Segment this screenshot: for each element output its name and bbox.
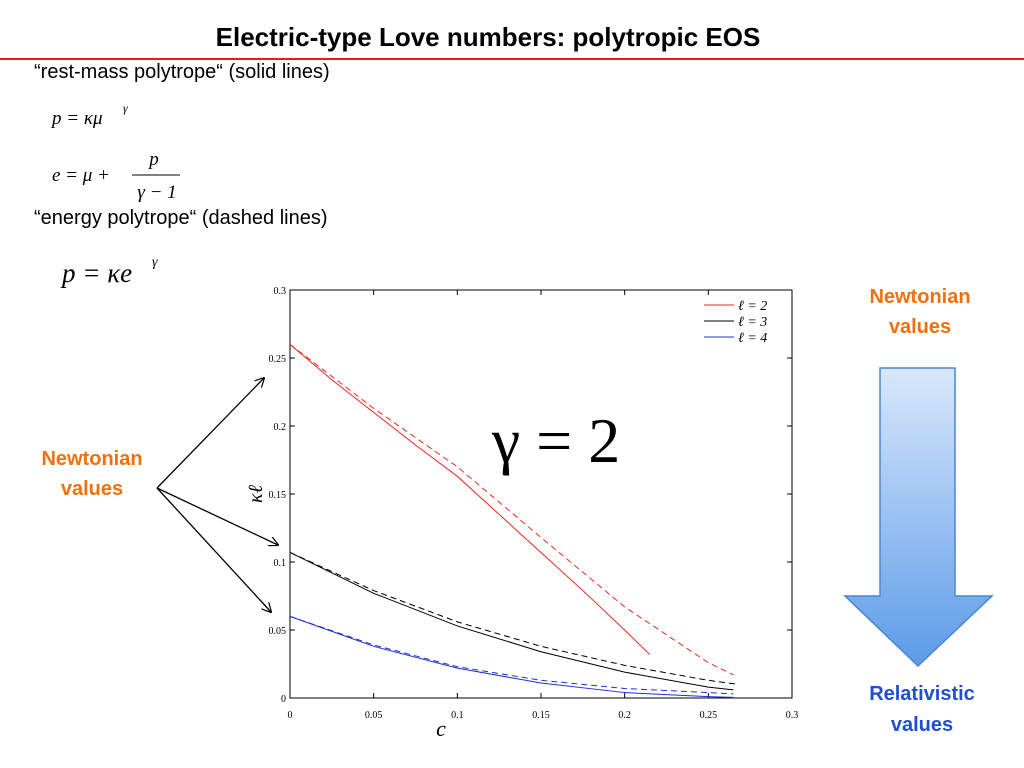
note: values: [891, 714, 953, 736]
formula-numerator: p: [147, 149, 159, 170]
y-tick-label: 0.15: [269, 490, 287, 501]
x-tick-label: 0: [288, 710, 293, 721]
data-line: [289, 344, 734, 676]
down-arrow: [843, 367, 994, 668]
rest-mass-label: “rest-mass polytrope“ (solid lines): [34, 61, 330, 83]
legend-label: ℓ = 3: [738, 315, 767, 330]
x-tick-label: 0.25: [700, 710, 718, 721]
legend-label: ℓ = 4: [738, 331, 767, 346]
note: Relativistic: [869, 683, 975, 705]
formula-denominator: γ − 1: [137, 182, 176, 203]
pointer-arrow: [156, 487, 278, 545]
legend-box: [699, 295, 785, 347]
pointer-arrow: [156, 487, 271, 612]
note: Newtonian: [41, 448, 142, 470]
y-tick-label: 0: [281, 694, 286, 705]
formula: p = κμ: [50, 108, 102, 129]
y-tick-label: 0.3: [274, 286, 287, 297]
x-tick-label: 0.3: [786, 710, 799, 721]
note: values: [61, 478, 123, 500]
x-tick-label: 0.05: [365, 710, 383, 721]
y-axis-label: κℓ: [245, 484, 267, 503]
x-axis-label: c: [436, 716, 446, 741]
plot: 0 0.05 0.1 0.15 0.2 0.25 0.3 0 0.05 0.1 0.15 0.2 0.2…: [245, 286, 798, 741]
y-tick-label: 0.05: [269, 626, 287, 637]
x-tick-label: 0.15: [532, 710, 550, 721]
data-line: [289, 552, 734, 691]
note: Newtonian: [869, 286, 970, 308]
formula: e = μ +: [52, 165, 110, 186]
legend-label: ℓ = 2: [738, 299, 767, 314]
annotation: γ = 2: [491, 405, 620, 476]
formula: p = κe: [60, 258, 132, 288]
y-tick-label: 0.25: [269, 354, 287, 365]
y-tick-label: 0.1: [274, 558, 287, 569]
x-tick-label: 0.2: [618, 710, 631, 721]
data-line: [289, 344, 651, 655]
x-tick-label: 0.1: [451, 710, 464, 721]
energy-label: “energy polytrope“ (dashed lines): [34, 207, 328, 229]
formula-sup: γ: [152, 255, 158, 270]
slide-title: Electric-type Love numbers: polytropic E…: [216, 22, 761, 52]
pointer-arrow: [156, 378, 264, 489]
plot-frame: [289, 289, 793, 699]
y-tick-label: 0.2: [274, 422, 287, 433]
data-line: [289, 615, 734, 698]
note: values: [889, 316, 951, 338]
data-line: [289, 552, 739, 685]
formula-sup: γ: [123, 101, 128, 115]
